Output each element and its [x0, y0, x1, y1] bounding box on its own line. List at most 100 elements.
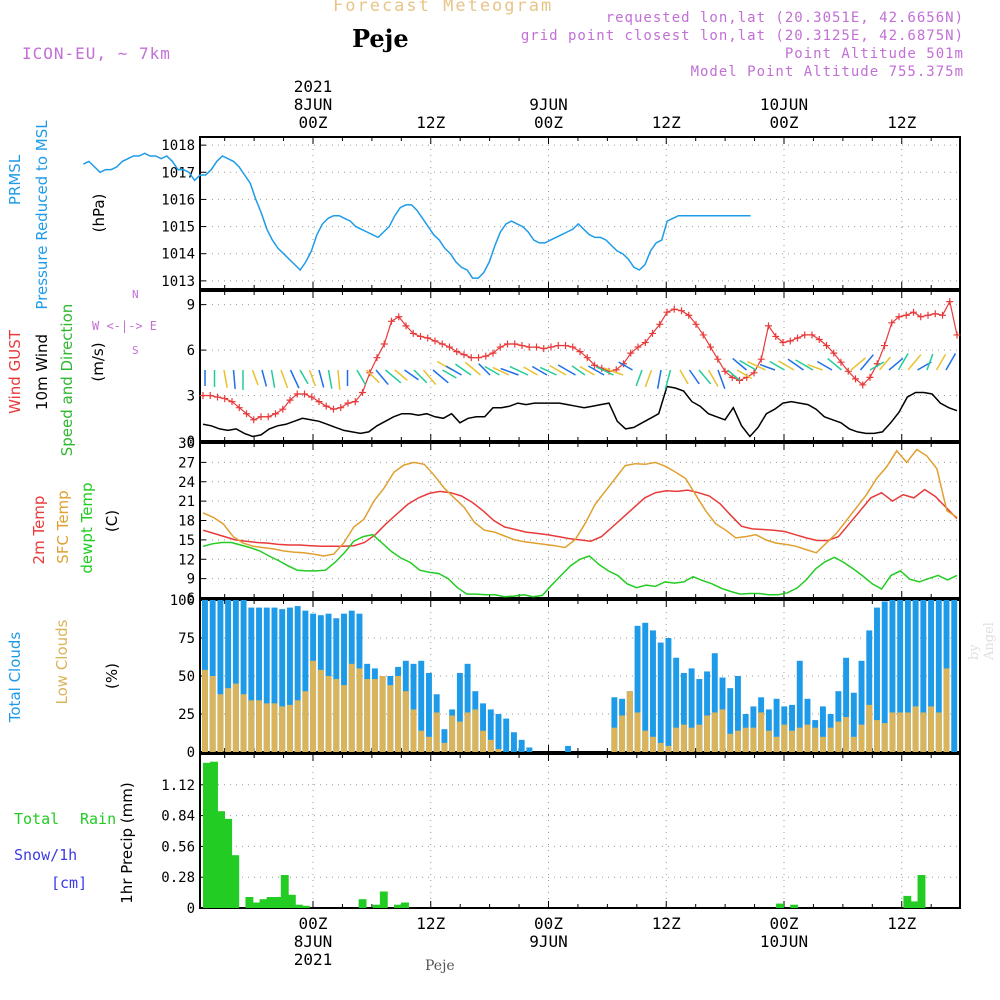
gust-marker [663, 308, 671, 316]
gust-marker [888, 319, 896, 327]
low-cloud-bar [673, 727, 680, 752]
rain-bar [217, 811, 226, 908]
total-cloud-bar [657, 642, 664, 752]
total-cloud-bar [773, 698, 780, 752]
gust-marker [931, 310, 939, 318]
total-cloud-bar [302, 610, 309, 752]
wind-direction-arrow [280, 369, 289, 389]
top-time-label: 12Z [416, 113, 445, 132]
gust-marker [627, 349, 635, 357]
gust-marker [953, 331, 961, 339]
total-cloud-bar [225, 600, 232, 752]
low-cloud-bar [665, 745, 672, 752]
wind-direction-arrow [656, 369, 662, 389]
temp-unit: (C) [103, 510, 121, 532]
gust-marker [235, 404, 243, 412]
low-cloud-bar [364, 679, 371, 752]
total-cloud-bar [789, 704, 795, 752]
total-cloud-bar [232, 600, 239, 752]
total-cloud-bar [410, 663, 417, 752]
wind-direction-arrow [787, 358, 804, 371]
gust-marker [685, 311, 693, 319]
total-cloud-bar [951, 600, 958, 752]
requested-coords: requested lon,lat (20.3051E, 42.6656N) [605, 10, 964, 26]
total-cloud-bar [935, 600, 942, 752]
gust-marker [395, 313, 403, 321]
total-cloud-bar [456, 672, 463, 752]
wind-direction-arrow [289, 369, 300, 389]
bottom-date-label: 8JUN [294, 932, 333, 951]
wind-direction-arrow [484, 365, 500, 376]
total-cloud-bar [920, 600, 927, 752]
total-cloud-bar [510, 732, 517, 752]
clouds-ytick-label: 100 [170, 593, 195, 609]
point-altitude: Point Altitude 501m [784, 46, 964, 62]
gust-marker [866, 373, 874, 381]
total-cloud-bar [418, 660, 425, 752]
gust-marker [917, 313, 925, 321]
rain-bar [776, 903, 784, 908]
wind-direction-arrow [308, 369, 317, 387]
gust-marker [823, 342, 830, 350]
low-cloud-bar [294, 700, 301, 752]
total-cloud-bar [263, 607, 270, 752]
gust-marker [830, 349, 838, 357]
gust-marker [199, 392, 207, 400]
total-cloud-bar [464, 663, 471, 752]
precipitation-frame [199, 753, 961, 909]
top-year-label: 2021 [294, 77, 333, 96]
wind-direction-arrow [509, 365, 529, 376]
wind-direction-arrow [595, 366, 614, 376]
pressure-unit: (hPa) [90, 194, 108, 233]
low-cloud-bar [866, 704, 873, 752]
total-cloud-bar [734, 676, 741, 752]
pressure-ytick-label: 1014 [161, 247, 195, 263]
gust-marker [692, 320, 700, 328]
wind-direction-arrow [795, 359, 814, 371]
gust-marker [511, 340, 519, 348]
low-cloud-bar [634, 712, 641, 752]
low-cloud-bar [912, 706, 919, 752]
pressure-ytick-label: 1015 [161, 220, 195, 236]
gust-marker [576, 348, 584, 356]
gust-marker [815, 335, 823, 343]
low-cloud-bar [433, 712, 440, 752]
gust-marker [859, 381, 867, 389]
low-cloud-bar [611, 727, 618, 752]
wind-direction-arrow [375, 369, 389, 386]
low-cloud-bar [897, 712, 904, 752]
total-cloud-bar [680, 672, 687, 752]
low-cloud-bar [680, 724, 687, 752]
wind-direction-arrow [337, 369, 341, 390]
gust-marker [228, 398, 236, 406]
total-cloud-bar [642, 622, 649, 752]
gust-marker [446, 343, 453, 351]
low-cloud-bar [495, 748, 502, 752]
precipitation-ytick-label: 0.84 [161, 809, 195, 825]
wind-direction-arrow [664, 369, 672, 390]
gust-marker [286, 396, 294, 404]
low-cloud-bar [711, 712, 718, 752]
wind-direction-arrow [251, 369, 259, 386]
total-cloud-bar [843, 657, 850, 752]
temperature-ytick-label: 30 [178, 436, 195, 452]
wind-direction-arrow [732, 357, 747, 371]
clouds-ytick-label: 0 [187, 745, 195, 761]
gust-marker [467, 354, 475, 362]
low-cloud-bar [456, 721, 463, 752]
rain-bar [245, 897, 254, 908]
rain-bar [917, 875, 926, 908]
gust-marker [301, 390, 308, 398]
gust-marker [562, 342, 569, 350]
gust-marker [337, 404, 345, 412]
wind-direction-arrow [859, 354, 874, 371]
total-cloud-bar [904, 600, 911, 752]
total-cloud-bar [518, 739, 525, 752]
wind-direction-arrow [492, 366, 510, 376]
low-cloud-bar [935, 712, 942, 752]
gust-marker [525, 343, 533, 351]
low-cloud-bar [449, 715, 456, 752]
low-cloud-bar [302, 691, 309, 752]
gust-marker [257, 413, 265, 421]
low-cloud-bar [286, 704, 293, 752]
